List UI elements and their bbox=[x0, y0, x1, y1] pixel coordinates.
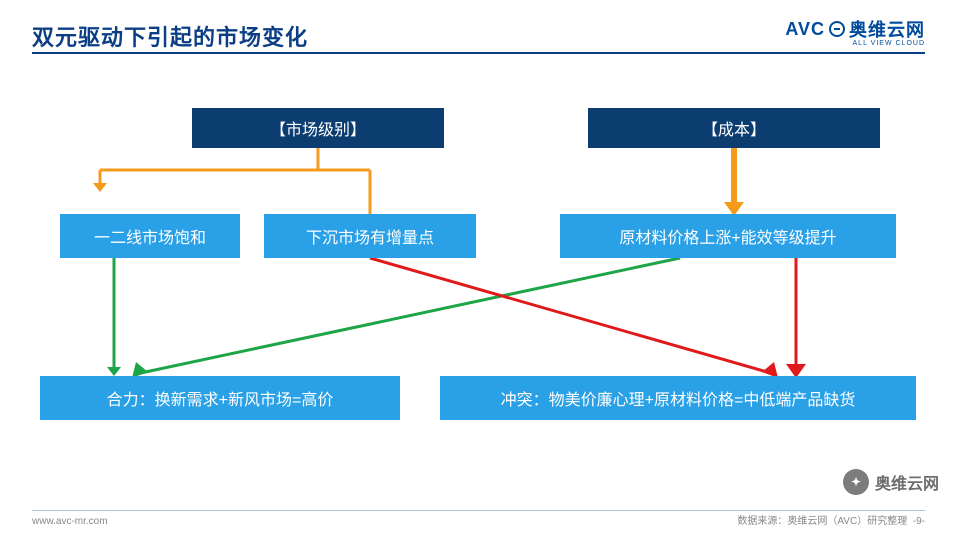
connector-green_diag bbox=[136, 258, 680, 374]
flow-node-mid_c: 原材料价格上涨+能效等级提升 bbox=[560, 214, 896, 258]
brand-sub: ALL VIEW CLOUD bbox=[785, 40, 925, 47]
flow-node-top_left: 【市场级别】 bbox=[192, 108, 444, 148]
flow-node-bot_right: 冲突：物美价廉心理+原材料价格=中低端产品缺货 bbox=[440, 376, 916, 420]
brand-icon bbox=[829, 21, 845, 37]
connector-bracket_left bbox=[100, 148, 370, 214]
footer-url: www.avc-mr.com bbox=[32, 516, 108, 527]
flowchart-stage: 【市场级别】 【成本】一二线市场饱和下沉市场有增量点 原材料价格上涨+能效等级提升合… bbox=[40, 100, 917, 485]
slide-footer: www.avc-mr.com 数据来源：奥维云网（AVC）研究整理 -9- bbox=[0, 509, 957, 535]
watermark-logo: ✦ 奥维云网 bbox=[843, 469, 939, 495]
brand-logo: AVC 奥维云网 ALL VIEW CLOUD bbox=[785, 16, 925, 47]
flow-node-top_right: 【成本】 bbox=[588, 108, 880, 148]
brand-name: 奥维云网 bbox=[849, 16, 925, 42]
header-underline bbox=[32, 52, 925, 54]
watermark-text: 奥维云网 bbox=[875, 470, 939, 494]
brand-code: AVC bbox=[785, 19, 825, 40]
flow-node-mid_a: 一二线市场饱和 bbox=[60, 214, 240, 258]
page-title: 双元驱动下引起的市场变化 bbox=[32, 20, 308, 52]
wechat-icon: ✦ bbox=[843, 469, 869, 495]
flow-node-mid_b: 下沉市场有增量点 bbox=[264, 214, 476, 258]
flowchart-connectors bbox=[40, 100, 917, 485]
footer-source: 数据来源：奥维云网（AVC）研究整理 -9- bbox=[737, 512, 925, 527]
slide-header: 双元驱动下引起的市场变化 AVC 奥维云网 ALL VIEW CLOUD bbox=[0, 0, 957, 56]
connector-red_diag bbox=[370, 258, 774, 374]
flow-node-bot_left: 合力：换新需求+新风市场=高价 bbox=[40, 376, 400, 420]
